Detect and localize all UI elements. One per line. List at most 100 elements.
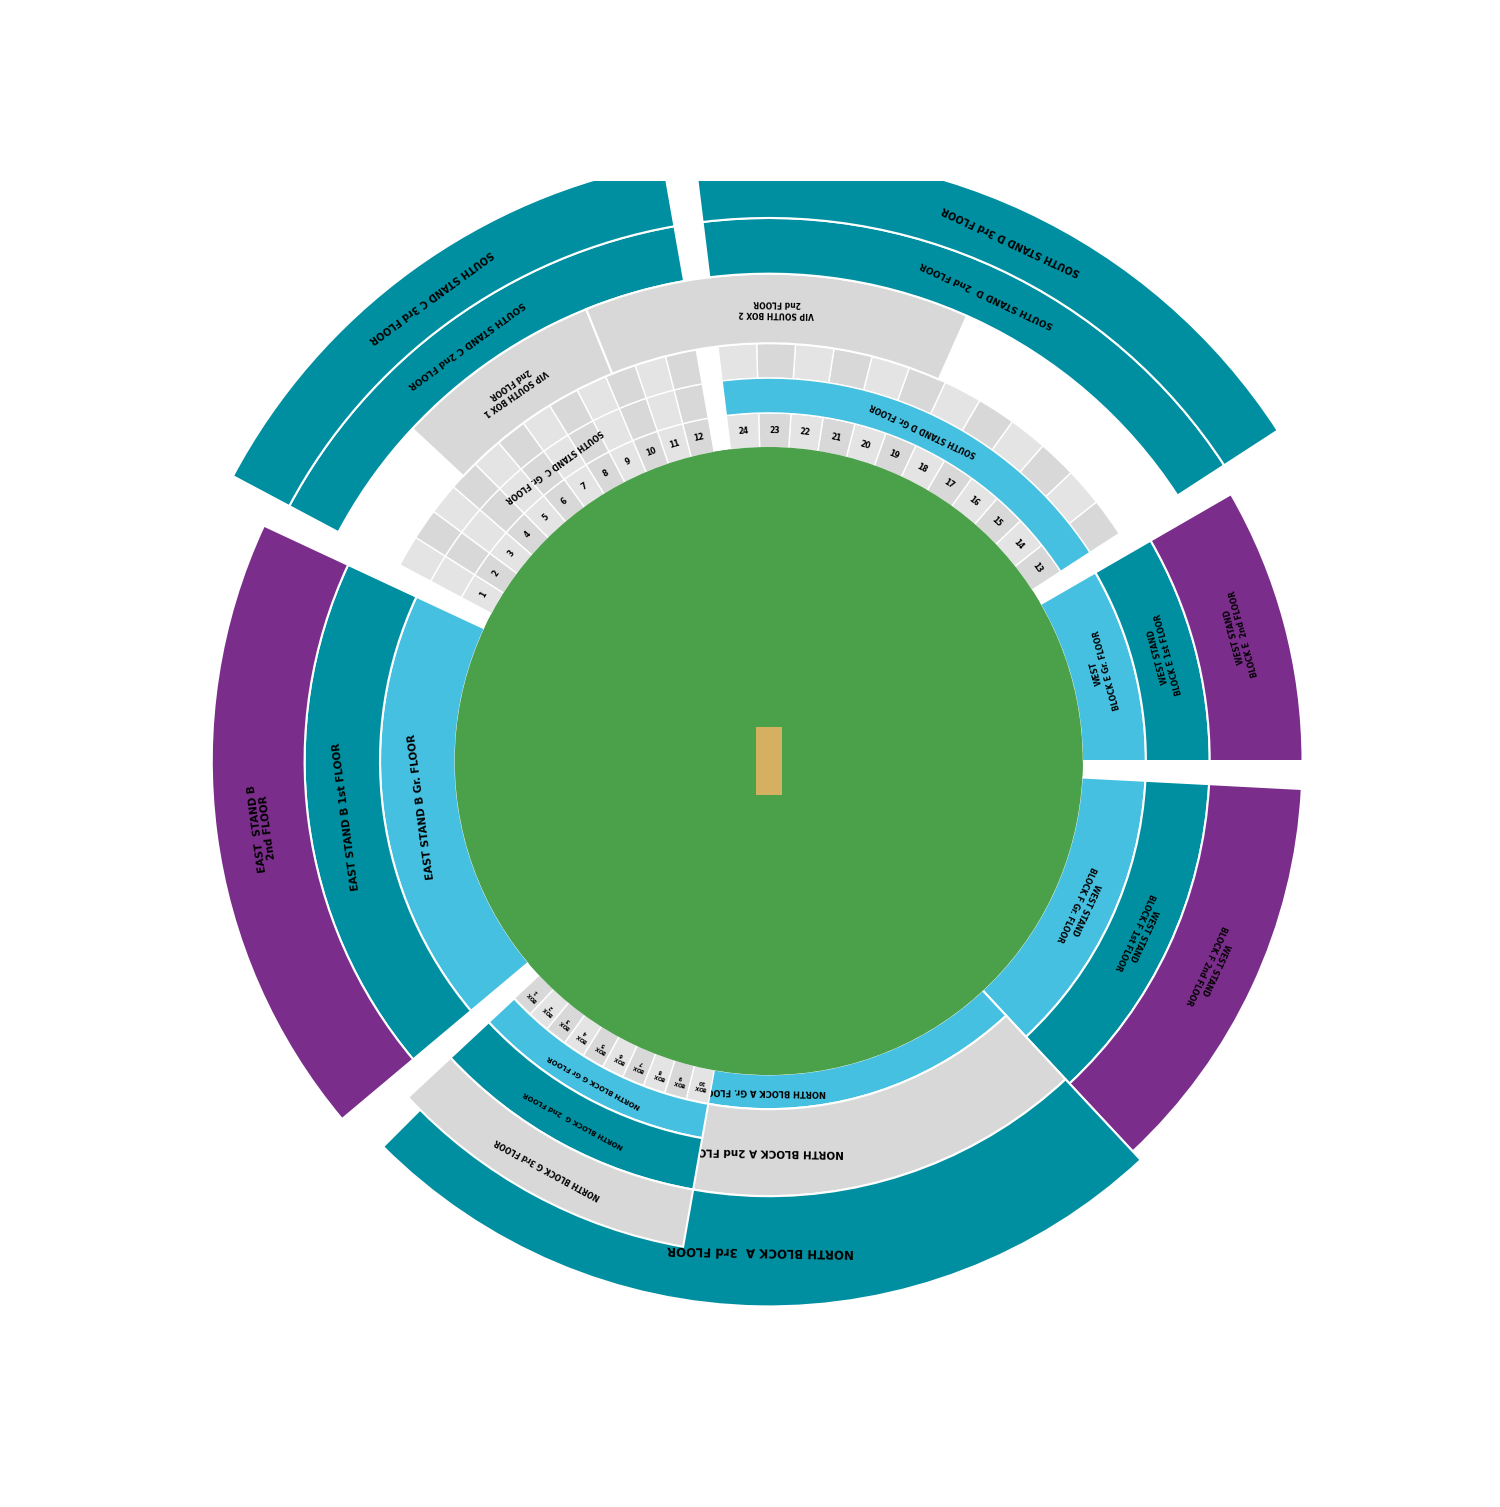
Text: NORTH BLOCK G Gr FLOOR: NORTH BLOCK G Gr FLOOR xyxy=(548,1055,642,1109)
Wedge shape xyxy=(520,451,564,496)
Wedge shape xyxy=(998,472,1045,521)
Text: 18: 18 xyxy=(915,461,928,475)
Wedge shape xyxy=(489,532,532,574)
Text: WEST
BLOCK E Gr. FLOOR: WEST BLOCK E Gr. FLOOR xyxy=(1082,630,1122,714)
Text: BOX
7: BOX 7 xyxy=(632,1058,648,1073)
Wedge shape xyxy=(622,1046,656,1087)
Wedge shape xyxy=(945,431,992,478)
Wedge shape xyxy=(524,405,567,451)
Text: BOX
9: BOX 9 xyxy=(672,1073,687,1087)
Wedge shape xyxy=(543,479,585,523)
Text: 5: 5 xyxy=(540,512,550,523)
Text: BOX
4: BOX 4 xyxy=(576,1028,591,1043)
Text: NORTH BLOCK A 2nd FLOOR: NORTH BLOCK A 2nd FLOOR xyxy=(681,1145,843,1159)
Wedge shape xyxy=(794,344,834,383)
Text: BOX
6: BOX 6 xyxy=(612,1049,628,1064)
Wedge shape xyxy=(682,419,714,458)
Wedge shape xyxy=(962,401,1012,451)
Text: 17: 17 xyxy=(942,478,956,490)
Wedge shape xyxy=(413,309,612,476)
Text: WEST STAND
BLOCK F Gr. FLOOR: WEST STAND BLOCK F Gr. FLOOR xyxy=(1054,865,1107,948)
Text: 10: 10 xyxy=(645,446,657,458)
Wedge shape xyxy=(666,350,702,390)
Text: SOUTH STAND D Gr. FLOOR: SOUTH STAND D Gr. FLOOR xyxy=(868,401,978,458)
Wedge shape xyxy=(996,521,1042,567)
Wedge shape xyxy=(982,778,1146,1037)
Wedge shape xyxy=(586,274,968,380)
Wedge shape xyxy=(1042,523,1090,571)
FancyBboxPatch shape xyxy=(756,728,782,794)
Wedge shape xyxy=(824,383,864,423)
Wedge shape xyxy=(400,538,445,582)
Wedge shape xyxy=(886,401,930,446)
Wedge shape xyxy=(548,1002,585,1043)
Wedge shape xyxy=(657,423,692,464)
Wedge shape xyxy=(722,378,1090,571)
Text: 9: 9 xyxy=(624,457,633,467)
Wedge shape xyxy=(718,344,758,381)
Text: WEST STAND
BLOCK E 1st FLOOR: WEST STAND BLOCK E 1st FLOOR xyxy=(1143,612,1184,698)
Wedge shape xyxy=(992,422,1042,472)
Wedge shape xyxy=(664,1059,694,1099)
Text: BOX
10: BOX 10 xyxy=(693,1078,708,1091)
Wedge shape xyxy=(759,413,790,449)
Wedge shape xyxy=(578,377,620,420)
Text: 12: 12 xyxy=(693,433,705,443)
Text: EAST  STAND B
2nd FLOOR: EAST STAND B 2nd FLOOR xyxy=(246,782,279,873)
Wedge shape xyxy=(828,348,872,390)
Wedge shape xyxy=(603,1037,638,1078)
Text: WEST STAND
BLOCK E  2nd FLOOR: WEST STAND BLOCK E 2nd FLOOR xyxy=(1218,589,1260,681)
Wedge shape xyxy=(758,378,794,413)
FancyBboxPatch shape xyxy=(756,728,782,794)
Wedge shape xyxy=(818,417,855,458)
Wedge shape xyxy=(609,440,646,482)
Circle shape xyxy=(456,448,1082,1074)
Wedge shape xyxy=(430,556,474,598)
Wedge shape xyxy=(433,487,480,532)
Wedge shape xyxy=(446,532,489,574)
Wedge shape xyxy=(522,983,1007,1109)
Wedge shape xyxy=(790,378,828,417)
Text: BOX
8: BOX 8 xyxy=(652,1065,668,1081)
Text: 4: 4 xyxy=(522,530,532,540)
Text: 3: 3 xyxy=(506,549,516,559)
Wedge shape xyxy=(453,464,500,509)
Text: SOUTH STAND C  Gr. FLOOR: SOUTH STAND C Gr. FLOOR xyxy=(504,426,604,503)
Wedge shape xyxy=(864,356,909,401)
Wedge shape xyxy=(549,390,592,436)
Wedge shape xyxy=(846,423,886,466)
Wedge shape xyxy=(687,1065,714,1103)
Wedge shape xyxy=(927,461,972,506)
Wedge shape xyxy=(564,464,604,508)
Wedge shape xyxy=(450,1022,702,1189)
Wedge shape xyxy=(620,398,657,440)
Wedge shape xyxy=(524,496,566,538)
Wedge shape xyxy=(930,383,980,431)
Text: 21: 21 xyxy=(830,431,842,443)
Wedge shape xyxy=(756,344,795,378)
Wedge shape xyxy=(211,526,412,1120)
Wedge shape xyxy=(462,509,506,553)
Wedge shape xyxy=(855,390,897,433)
Wedge shape xyxy=(480,488,524,532)
Wedge shape xyxy=(694,154,1278,466)
Wedge shape xyxy=(1070,502,1119,553)
Wedge shape xyxy=(1020,446,1071,497)
Wedge shape xyxy=(634,356,674,398)
Wedge shape xyxy=(789,413,824,452)
Wedge shape xyxy=(606,365,646,408)
Wedge shape xyxy=(382,1068,1140,1307)
Wedge shape xyxy=(543,436,586,479)
Wedge shape xyxy=(726,413,759,451)
Wedge shape xyxy=(462,574,504,613)
Text: WEST STAND
BLOCK F 2nd FLOOR: WEST STAND BLOCK F 2nd FLOOR xyxy=(1184,924,1237,1010)
Text: 8: 8 xyxy=(602,469,610,478)
Text: 13: 13 xyxy=(1030,561,1044,576)
Wedge shape xyxy=(646,390,682,431)
Wedge shape xyxy=(1095,541,1209,761)
Wedge shape xyxy=(586,452,626,494)
Wedge shape xyxy=(897,368,945,414)
Text: NORTH BLOCK A  3rd FLOOR: NORTH BLOCK A 3rd FLOOR xyxy=(666,1242,853,1258)
Text: 23: 23 xyxy=(770,426,780,436)
Wedge shape xyxy=(232,163,675,506)
